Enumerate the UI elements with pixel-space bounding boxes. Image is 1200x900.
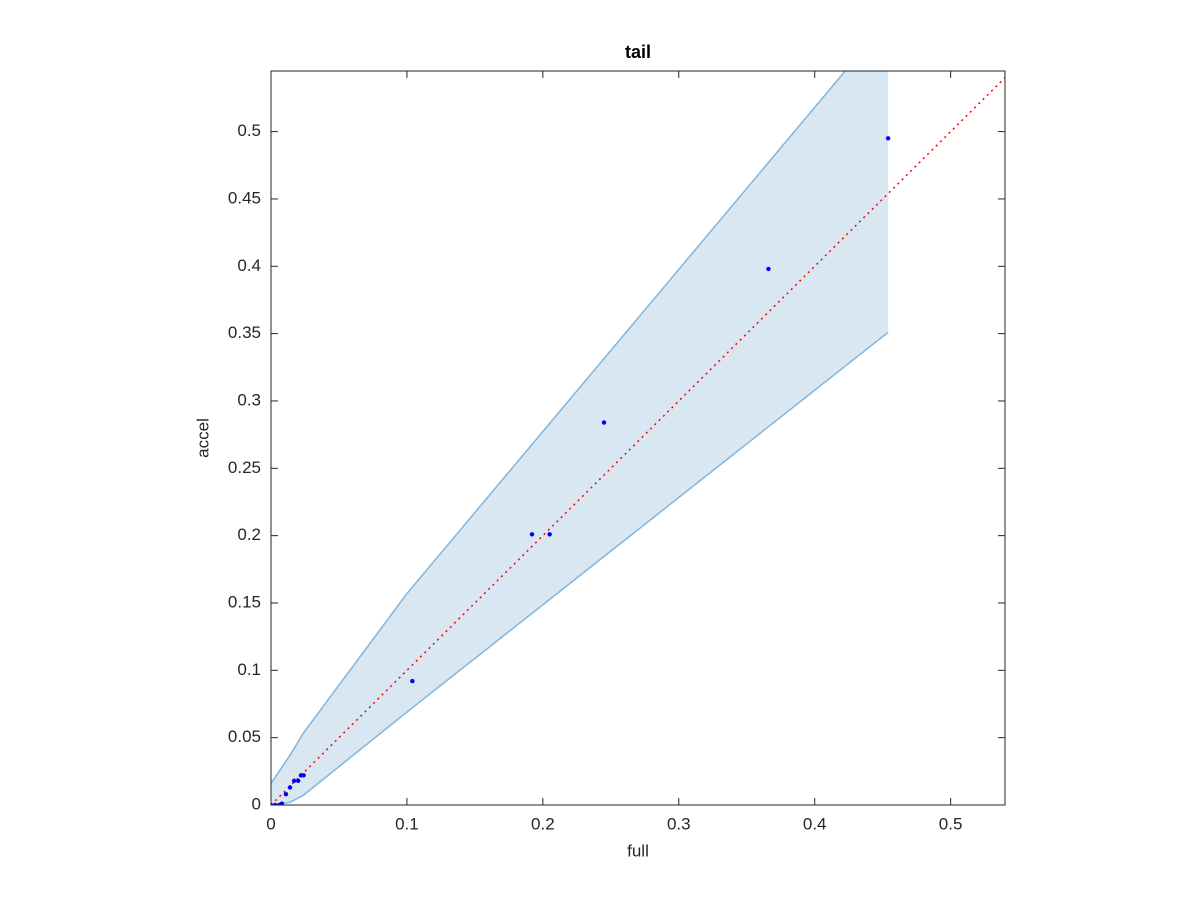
point bbox=[766, 266, 771, 272]
y-tick-label: 0.4 bbox=[237, 256, 261, 275]
x-tick-label: 0.4 bbox=[803, 814, 827, 833]
band-upper bbox=[271, 71, 847, 784]
point bbox=[283, 792, 289, 797]
point bbox=[601, 420, 607, 425]
y-tick-label: 0.15 bbox=[228, 592, 261, 611]
confidence-band bbox=[271, 71, 889, 805]
point bbox=[885, 136, 891, 141]
point bbox=[529, 532, 535, 537]
point bbox=[291, 778, 297, 783]
x-tick-label: 0.3 bbox=[667, 814, 691, 833]
y-tick-label: 0 bbox=[252, 794, 261, 813]
point bbox=[295, 778, 301, 783]
chart-title: tail bbox=[625, 42, 651, 62]
point bbox=[547, 532, 552, 537]
y-tick-label: 0.5 bbox=[237, 121, 261, 140]
point bbox=[410, 678, 415, 684]
axes-box bbox=[270, 70, 1006, 806]
y-tick-label: 0.1 bbox=[237, 660, 261, 679]
y-tick-label: 0.2 bbox=[237, 525, 261, 544]
y-tick-label: 0.3 bbox=[237, 390, 261, 409]
x-tick-label: 0 bbox=[266, 814, 275, 833]
reference-line bbox=[271, 77, 1005, 805]
y-tick-label: 0.25 bbox=[228, 458, 261, 477]
x-axis-label: full bbox=[627, 841, 649, 860]
y-axis-label: accel bbox=[193, 418, 212, 458]
x-tick-label: 0.2 bbox=[531, 814, 555, 833]
x-tick-label: 0.5 bbox=[939, 814, 963, 833]
point bbox=[301, 773, 306, 778]
point bbox=[287, 785, 293, 790]
plot-area bbox=[271, 71, 1005, 805]
y-tick-label: 0.45 bbox=[228, 188, 261, 207]
y-tick-label: 0.05 bbox=[228, 727, 261, 746]
point bbox=[272, 802, 278, 805]
y-tick-label: 0.35 bbox=[228, 323, 261, 342]
point bbox=[279, 801, 285, 805]
x-tick-label: 0.1 bbox=[395, 814, 419, 833]
point bbox=[271, 802, 274, 805]
